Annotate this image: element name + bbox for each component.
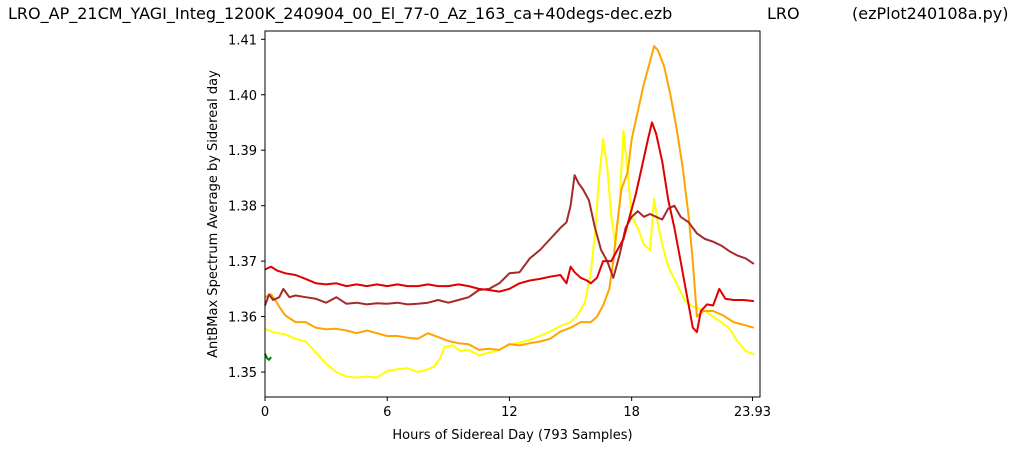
series-line-2 [264, 129, 755, 379]
y-tick-label: 1.37 [228, 255, 257, 270]
y-tick-label: 1.38 [228, 200, 257, 215]
figure-title-script: (ezPlot240108a.py) [852, 4, 1009, 23]
series-layer [264, 45, 755, 379]
y-axis: 1.35 1.36 1.37 1.38 1.39 1.40 1.41 [228, 33, 265, 381]
figure-title-filename: LRO_AP_21CM_YAGI_Integ_1200K_240904_00_E… [8, 4, 673, 23]
series-line-3 [264, 45, 755, 351]
series-line-4 [264, 174, 755, 306]
figure-title-site: LRO [767, 4, 800, 23]
figure-title-row: LRO_AP_21CM_YAGI_Integ_1200K_240904_00_E… [0, 4, 1024, 28]
y-tick-label: 1.39 [228, 144, 257, 159]
plot-frame [264, 30, 761, 398]
x-tick-label: 0 [261, 405, 269, 420]
series-line-1 [264, 353, 272, 361]
series-line-5 [264, 121, 755, 334]
y-tick-label: 1.40 [228, 89, 257, 104]
y-axis-label: AntBMax Spectrum Average by Sidereal day [206, 70, 221, 358]
y-tick-label: 1.36 [228, 311, 257, 326]
x-tick-label: 12 [501, 405, 518, 420]
y-tick-label: 1.41 [228, 33, 257, 48]
x-axis: 0 6 12 18 23.93 [261, 397, 771, 420]
x-axis-label: Hours of Sidereal Day (793 Samples) [392, 428, 632, 443]
y-tick-label: 1.35 [228, 366, 257, 381]
x-tick-label: 6 [383, 405, 391, 420]
x-tick-label: 23.93 [734, 405, 771, 420]
x-tick-label: 18 [623, 405, 640, 420]
